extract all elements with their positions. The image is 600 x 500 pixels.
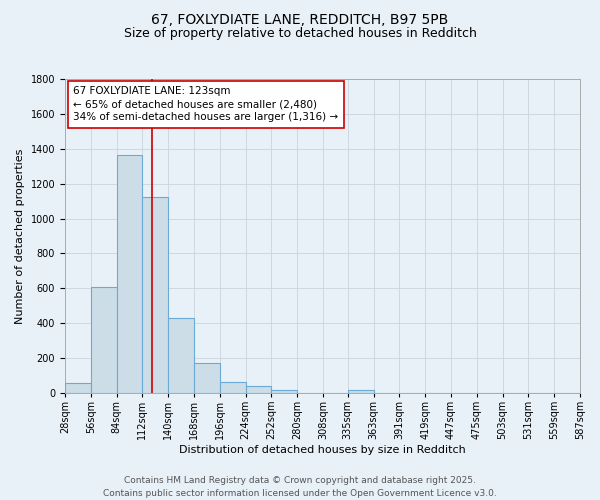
Text: Size of property relative to detached houses in Redditch: Size of property relative to detached ho… bbox=[124, 28, 476, 40]
Text: 67 FOXLYDIATE LANE: 123sqm
← 65% of detached houses are smaller (2,480)
34% of s: 67 FOXLYDIATE LANE: 123sqm ← 65% of deta… bbox=[73, 86, 338, 122]
Bar bbox=[116, 155, 142, 393]
Bar bbox=[245, 386, 271, 393]
Y-axis label: Number of detached properties: Number of detached properties bbox=[15, 148, 25, 324]
X-axis label: Distribution of detached houses by size in Redditch: Distribution of detached houses by size … bbox=[179, 445, 466, 455]
Bar bbox=[271, 390, 297, 393]
Text: Contains HM Land Registry data © Crown copyright and database right 2025.
Contai: Contains HM Land Registry data © Crown c… bbox=[103, 476, 497, 498]
Text: 67, FOXLYDIATE LANE, REDDITCH, B97 5PB: 67, FOXLYDIATE LANE, REDDITCH, B97 5PB bbox=[151, 12, 449, 26]
Bar bbox=[220, 382, 245, 393]
Bar bbox=[348, 390, 374, 393]
Bar bbox=[194, 364, 220, 393]
Bar bbox=[91, 288, 116, 393]
Bar bbox=[142, 196, 168, 393]
Bar bbox=[168, 318, 194, 393]
Bar bbox=[65, 384, 91, 393]
